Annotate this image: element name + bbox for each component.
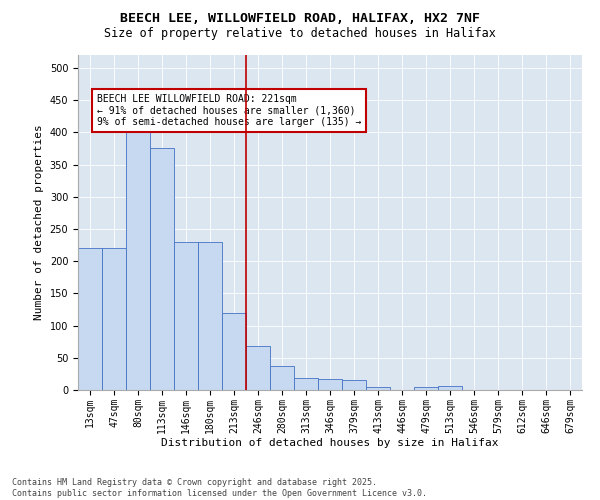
- Text: BEECH LEE WILLOWFIELD ROAD: 221sqm
← 91% of detached houses are smaller (1,360)
: BEECH LEE WILLOWFIELD ROAD: 221sqm ← 91%…: [97, 94, 362, 127]
- Bar: [150, 148, 174, 390]
- Bar: [198, 242, 222, 390]
- Bar: [342, 380, 366, 390]
- X-axis label: Distribution of detached houses by size in Halifax: Distribution of detached houses by size …: [161, 438, 499, 448]
- Bar: [246, 346, 270, 390]
- Text: Size of property relative to detached houses in Halifax: Size of property relative to detached ho…: [104, 28, 496, 40]
- Bar: [366, 388, 390, 390]
- Bar: [294, 378, 318, 390]
- Bar: [222, 312, 246, 390]
- Bar: [102, 248, 126, 390]
- Text: BEECH LEE, WILLOWFIELD ROAD, HALIFAX, HX2 7NF: BEECH LEE, WILLOWFIELD ROAD, HALIFAX, HX…: [120, 12, 480, 26]
- Bar: [270, 366, 294, 390]
- Bar: [78, 248, 102, 390]
- Bar: [414, 387, 438, 390]
- Bar: [318, 379, 342, 390]
- Text: Contains HM Land Registry data © Crown copyright and database right 2025.
Contai: Contains HM Land Registry data © Crown c…: [12, 478, 427, 498]
- Y-axis label: Number of detached properties: Number of detached properties: [34, 124, 44, 320]
- Bar: [174, 242, 198, 390]
- Bar: [126, 129, 150, 390]
- Bar: [438, 386, 462, 390]
